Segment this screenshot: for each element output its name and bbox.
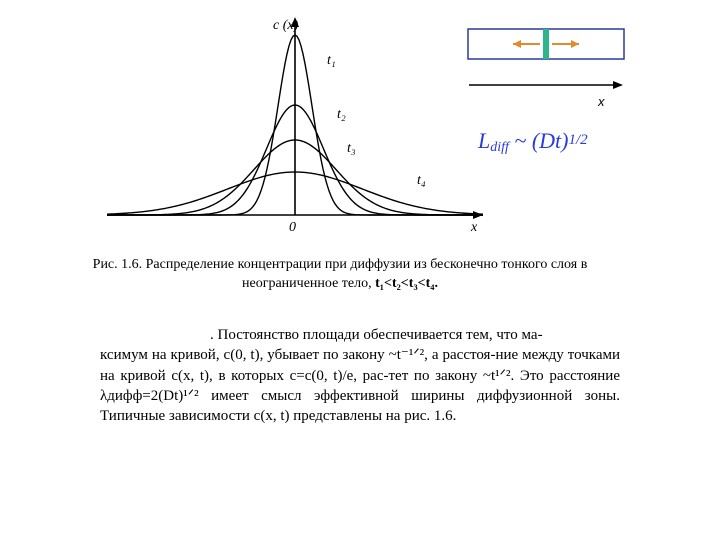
paragraph-rest: ксимум на кривой, c(0, t), убывает по за…	[100, 347, 620, 424]
formula-rhs: (Dt)	[532, 128, 569, 153]
curve-label-t1: t₁	[327, 53, 336, 69]
diffusion-gaussian-chart: c (x) x 0 t₁ t₂ t₃ t₄	[95, 15, 495, 240]
diffusion-length-formula: Ldiff ~ (Dt)1/2	[478, 128, 588, 156]
curve-label-t2: t₂	[337, 107, 346, 123]
figure-caption: Рис. 1.6. Распределение концентрации при…	[60, 256, 620, 294]
curve-label-t3: t₃	[347, 141, 356, 157]
x-axis-indicator-label: x	[598, 94, 605, 109]
caption-text: Рис. 1.6. Распределение концентрации при…	[93, 257, 588, 291]
x-axis-indicator	[467, 78, 625, 92]
thin-layer-svg	[467, 28, 625, 60]
formula-sub: diff	[490, 140, 509, 155]
svg-text:c (x): c (x)	[273, 18, 299, 33]
svg-text:x: x	[470, 220, 478, 235]
chart-svg: c (x) x 0	[95, 15, 495, 240]
formula-L: L	[478, 128, 490, 153]
caption-inequality: t₁<t₂<t₃<t₄.	[375, 276, 438, 291]
curve-label-t4: t₄	[417, 173, 426, 189]
svg-text:0: 0	[289, 220, 296, 235]
paragraph-first-line: . Постоянство площади обеспечивается тем…	[100, 325, 620, 345]
formula-exp: 1/2	[568, 132, 587, 148]
thin-layer-diagram	[467, 28, 625, 60]
body-paragraph: . Постоянство площади обеспечивается тем…	[100, 325, 620, 426]
formula-tilde: ~	[509, 128, 532, 153]
